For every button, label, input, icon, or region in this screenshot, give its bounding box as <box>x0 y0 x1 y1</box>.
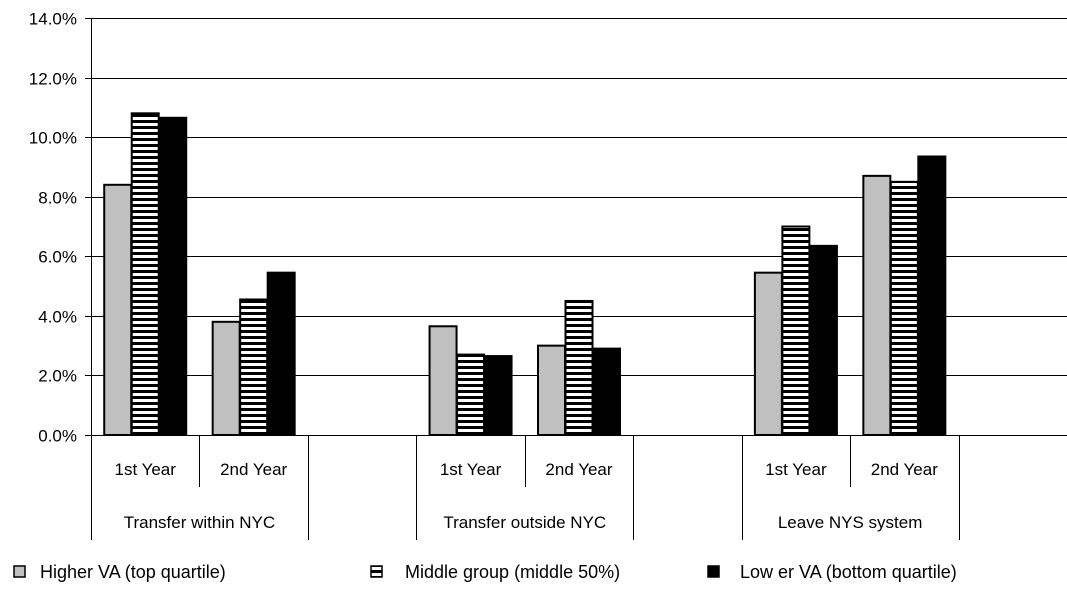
legend-label: Middle group (middle 50%) <box>405 562 620 582</box>
y-tick-label: 6.0% <box>38 248 77 267</box>
subcategory-label: 2nd Year <box>220 460 287 479</box>
subcategory-label: 1st Year <box>114 460 176 479</box>
y-tick-label: 14.0% <box>29 10 77 29</box>
y-tick-label: 10.0% <box>29 129 77 148</box>
bar <box>753 271 783 436</box>
bar <box>781 225 811 436</box>
y-tick-label: 8.0% <box>38 189 77 208</box>
bar <box>103 183 133 436</box>
bars <box>103 112 947 437</box>
subcategory-label: 1st Year <box>765 460 827 479</box>
subcategory-label: 2nd Year <box>871 460 938 479</box>
bar <box>266 271 296 436</box>
bar <box>428 325 458 436</box>
bar <box>917 155 947 436</box>
bar <box>537 344 566 436</box>
group-label: Transfer outside NYC <box>443 513 606 532</box>
bar <box>211 320 241 437</box>
y-tick-label: 12.0% <box>29 70 77 89</box>
y-tick-label: 4.0% <box>38 308 77 327</box>
bar <box>158 116 188 437</box>
legend-swatch <box>13 565 26 578</box>
subcategory-label: 1st Year <box>440 460 502 479</box>
group-label: Leave NYS system <box>778 513 923 532</box>
bar <box>130 112 160 436</box>
y-tick-label: 0.0% <box>38 427 77 446</box>
bar <box>564 299 594 437</box>
bar <box>808 244 838 436</box>
legend-label: Low er VA (bottom quartile) <box>740 562 957 582</box>
bar <box>483 355 513 437</box>
bar <box>456 353 486 437</box>
bar <box>889 180 919 436</box>
category-axis: 1st Year 2nd Year Transfer within NYC 1st Y… <box>91 435 960 540</box>
legend-label: Higher VA (top quartile) <box>40 562 226 582</box>
subcategory-label: 2nd Year <box>545 460 612 479</box>
bar <box>862 174 892 436</box>
y-tick-label: 2.0% <box>38 367 77 386</box>
bar <box>592 347 621 436</box>
group-label: Transfer within NYC <box>124 513 275 532</box>
bar <box>239 298 269 436</box>
legend-swatch <box>707 565 720 578</box>
legend-swatch <box>370 565 383 578</box>
legend: Higher VA (top quartile) Middle group (mi… <box>13 562 957 582</box>
